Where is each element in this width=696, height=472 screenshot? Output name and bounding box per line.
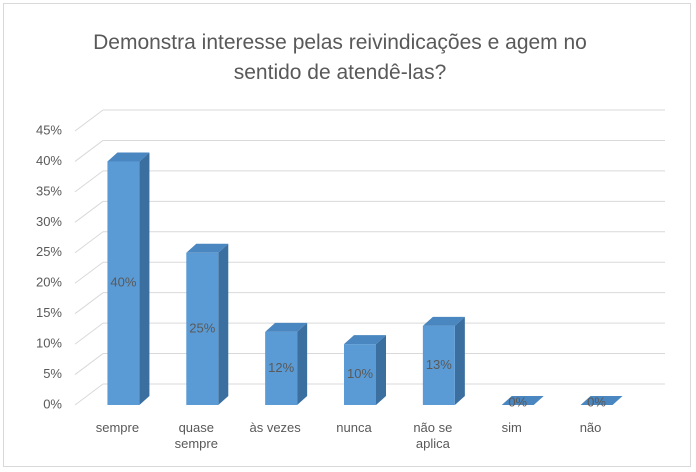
grid-line-depth [74, 322, 104, 345]
y-tick-label: 20% [36, 275, 62, 290]
grid-line-depth [74, 200, 104, 223]
value-label: 25% [189, 320, 215, 335]
x-tick-label: às vezes [249, 420, 301, 435]
bar [422, 325, 455, 405]
bar-top [580, 396, 623, 405]
grid-line-depth [74, 231, 104, 254]
value-label: 0% [508, 394, 527, 409]
bar [344, 344, 376, 405]
grid-line-depth [74, 170, 104, 193]
x-tick-label: nunca [336, 420, 372, 435]
bar [186, 252, 219, 405]
grid-line-depth [74, 140, 104, 162]
bar-side [297, 322, 308, 405]
y-tick-label: 0% [43, 396, 62, 411]
value-label: 0% [587, 394, 606, 409]
grid-line-depth [74, 383, 104, 406]
grid-line-depth [74, 261, 104, 284]
grid-line-depth [74, 353, 104, 375]
bar-side [139, 152, 150, 405]
bar-top [186, 243, 229, 253]
grid-line-depth [74, 292, 104, 315]
bar [265, 331, 298, 405]
y-tick-label: 10% [36, 336, 62, 351]
bar-side [454, 316, 465, 405]
y-tick-label: 15% [36, 305, 62, 320]
x-tick-label: não se aplica [413, 420, 453, 451]
x-tick-label: sempre [95, 420, 140, 435]
x-tick-label: não [579, 420, 602, 435]
value-label: 12% [268, 360, 294, 375]
bar-top [344, 335, 386, 345]
y-tick-label: 35% [36, 183, 62, 198]
bar-top [501, 396, 544, 405]
bar [107, 161, 140, 405]
y-tick-label: 5% [43, 366, 62, 381]
y-tick-label: 30% [36, 214, 62, 229]
bar-side [218, 243, 229, 405]
bar-top [107, 152, 150, 162]
y-tick-label: 45% [36, 122, 62, 137]
bar-top [265, 322, 308, 332]
y-tick-label: 25% [36, 244, 62, 259]
bar-top [422, 316, 465, 326]
value-label: 13% [426, 357, 452, 372]
y-tick-label: 40% [36, 153, 62, 168]
chart-title: Demonstra interesse pelas reivindicações… [93, 31, 587, 84]
value-label: 40% [110, 275, 136, 290]
value-label: 10% [347, 366, 373, 381]
x-tick-label: sim [501, 420, 522, 435]
chart-border [3, 3, 691, 467]
grid-line-depth [74, 109, 104, 132]
x-tick-label: quase sempre [174, 420, 218, 451]
bar-side [376, 335, 386, 405]
